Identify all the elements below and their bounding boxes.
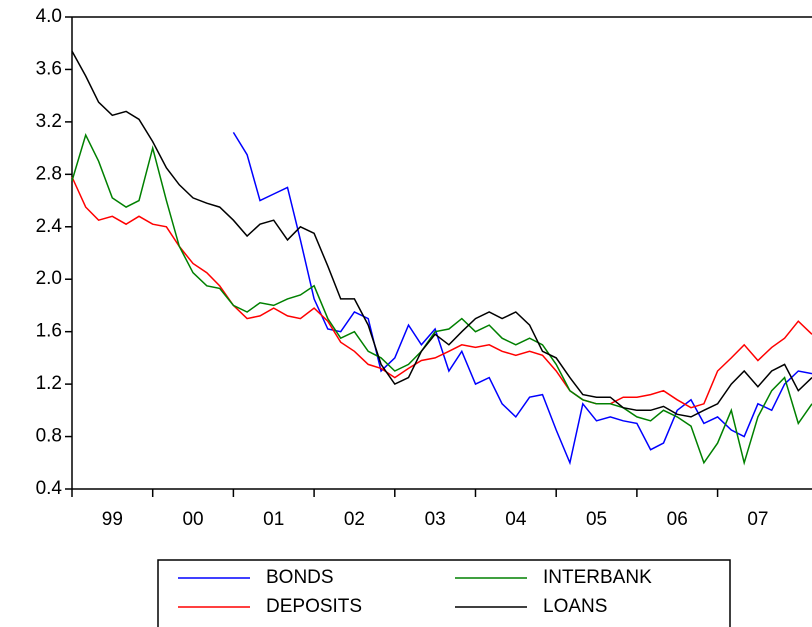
x-tick-label: 00 (182, 509, 203, 530)
x-tick-label: 01 (263, 509, 284, 530)
y-tick-label: 3.6 (36, 58, 62, 79)
y-tick-label: 0.8 (36, 426, 62, 447)
legend-label: INTERBANK (543, 567, 652, 588)
legend-box (157, 559, 731, 627)
x-tick-label: 99 (102, 509, 123, 530)
x-tick-label: 04 (505, 509, 527, 530)
y-tick-label: 2.0 (36, 268, 62, 289)
y-tick-label: 2.8 (36, 163, 62, 184)
y-tick-label: 2.4 (36, 216, 63, 237)
x-tick-label: 02 (344, 509, 365, 530)
series-line (71, 50, 812, 418)
y-tick-label: 4.0 (36, 6, 62, 27)
y-tick-label: 3.2 (36, 111, 62, 132)
legend-label: DEPOSITS (266, 596, 362, 617)
x-tick-label: 07 (747, 509, 768, 530)
y-tick-label: 0.4 (36, 478, 63, 499)
series-line (71, 132, 812, 466)
x-tick-label: 05 (586, 509, 607, 530)
y-tick-label: 1.6 (36, 321, 62, 342)
legend-label: BONDS (266, 567, 334, 588)
legend-label: LOANS (543, 596, 607, 617)
x-tick-label: 06 (667, 509, 688, 530)
x-tick-label: 03 (425, 509, 446, 530)
series-line (71, 176, 812, 409)
series-line (232, 132, 812, 466)
y-tick-label: 1.2 (36, 373, 62, 394)
